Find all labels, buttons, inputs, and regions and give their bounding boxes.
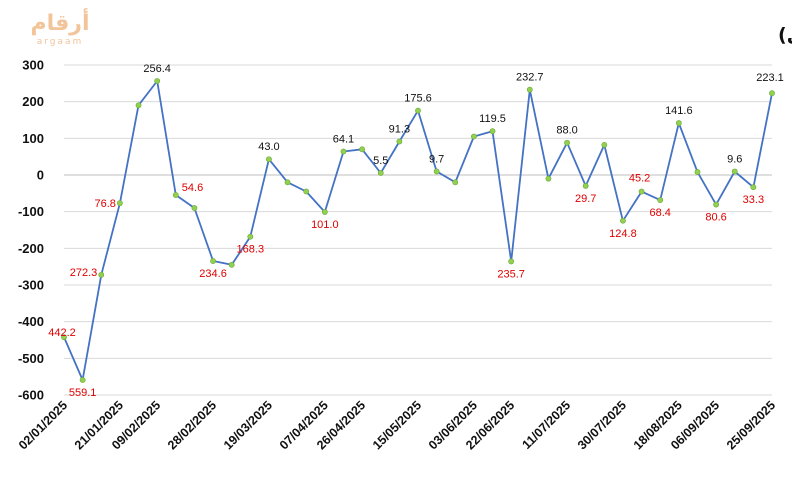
data-point — [210, 258, 216, 264]
data-point — [359, 146, 366, 153]
data-label: 119.5 — [479, 113, 506, 125]
data-label: 235.7 — [497, 268, 525, 280]
data-point — [135, 102, 142, 109]
data-point — [79, 377, 86, 383]
data-label: 223.1 — [756, 72, 784, 84]
data-point — [154, 78, 161, 84]
data-label: 9.7 — [429, 153, 444, 165]
data-label: 88.0 — [556, 125, 577, 137]
x-tick-label: 28/02/2025 — [165, 398, 219, 452]
data-label: 5.5 — [373, 155, 388, 167]
data-point — [526, 86, 533, 93]
data-point — [769, 90, 775, 97]
data-point — [98, 271, 105, 278]
data-point — [508, 258, 515, 265]
x-tick-label: 11/07/2025 — [520, 398, 574, 452]
data-point — [266, 156, 272, 163]
data-label: 43.0 — [258, 141, 279, 153]
data-label: 29.7 — [575, 193, 596, 205]
y-tick-label: -600 — [18, 388, 44, 403]
data-label: 80.6 — [705, 212, 726, 224]
logo: أرقام argaam — [31, 7, 90, 47]
y-axis: -600 -500 -400 -300 -200 -100 0 100 200 300 — [18, 58, 44, 403]
data-point — [433, 168, 440, 175]
data-point — [582, 182, 589, 189]
data-label: 76.8 — [94, 198, 115, 210]
y-tick-label: -400 — [18, 314, 44, 329]
data-point — [713, 201, 720, 208]
data-label: 54.6 — [182, 182, 203, 194]
data-point — [415, 107, 421, 114]
y-tick-label: -200 — [18, 241, 44, 256]
data-point — [340, 148, 347, 155]
data-point — [321, 209, 328, 215]
data-label: 559.1 — [69, 387, 97, 399]
x-tick-label: 25/09/2025 — [724, 398, 778, 452]
y-tick-label: 100 — [22, 131, 44, 146]
data-point — [750, 184, 757, 191]
data-point — [675, 120, 682, 126]
data-point — [489, 128, 496, 135]
x-tick-label: 30/07/2025 — [575, 398, 629, 452]
data-point — [172, 192, 179, 198]
data-labels: 442.2 559.1 272.3 76.8 256.4 54.6 234.6 168.3 43… — [48, 63, 784, 399]
data-point — [396, 138, 403, 145]
logo-subtext: argaam — [37, 37, 84, 47]
data-point — [452, 179, 459, 186]
data-point — [470, 133, 477, 140]
data-point — [247, 233, 254, 240]
data-point — [545, 175, 552, 182]
data-label: 168.3 — [237, 244, 265, 256]
x-tick-label: 19/03/2025 — [221, 398, 275, 452]
data-label: 175.6 — [404, 93, 432, 105]
data-label: 33.3 — [743, 194, 764, 206]
data-point — [116, 200, 123, 207]
data-label: 232.7 — [516, 72, 544, 84]
data-point — [731, 168, 738, 175]
data-label: 91.3 — [389, 124, 410, 136]
data-point — [601, 142, 608, 148]
y-tick-label: 0 — [37, 168, 44, 183]
data-point — [191, 205, 198, 211]
data-point — [694, 169, 701, 175]
data-label: 234.6 — [199, 268, 227, 280]
gridlines — [64, 64, 772, 396]
y-tick-label: 300 — [22, 58, 44, 73]
data-point — [564, 139, 570, 146]
y-tick-label: 200 — [22, 94, 44, 109]
data-point — [303, 188, 310, 195]
data-point — [638, 188, 645, 195]
y-tick-label: -100 — [18, 204, 44, 219]
data-label: 442.2 — [48, 327, 76, 339]
data-label: 124.8 — [609, 228, 637, 240]
data-point — [657, 197, 664, 203]
data-label: 45.2 — [629, 173, 650, 185]
data-point — [377, 170, 384, 176]
series-path — [63, 80, 773, 381]
data-label: 256.4 — [143, 63, 171, 75]
x-tick-label: 15/05/2025 — [370, 398, 424, 452]
x-tick-label: 02/01/2025 — [16, 398, 70, 452]
logo-text: أرقام — [31, 7, 90, 36]
data-point — [620, 217, 626, 224]
data-point — [284, 179, 291, 186]
y-tick-label: -500 — [18, 351, 44, 366]
data-label: 68.4 — [649, 207, 670, 219]
data-label: 141.6 — [665, 105, 693, 117]
data-label: 64.1 — [333, 133, 354, 145]
chart-title: صافي استثمارات الخليجيين في السوق السعود… — [778, 24, 792, 47]
series-line — [61, 78, 775, 383]
data-point — [228, 261, 235, 268]
data-label: 272.3 — [70, 267, 98, 279]
data-label: 9.6 — [727, 153, 742, 165]
data-label: 101.0 — [311, 219, 339, 231]
data-point — [61, 334, 67, 341]
y-tick-label: -300 — [18, 278, 44, 293]
